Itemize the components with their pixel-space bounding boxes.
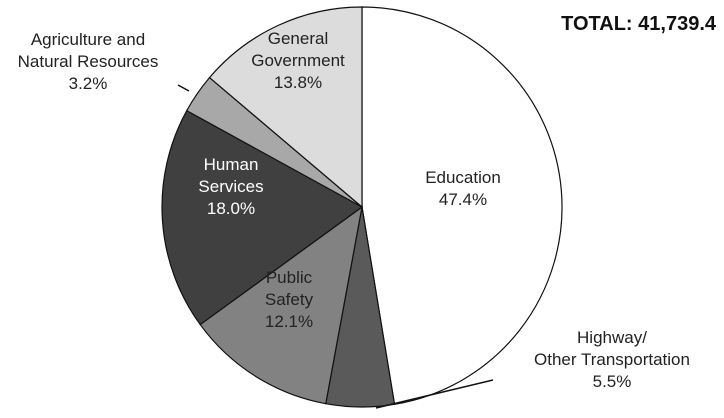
pie-slices (161, 6, 563, 408)
slice-label-education: Education 47.4% (425, 168, 501, 209)
slice-label-public-safety: Public Safety 12.1% (265, 268, 314, 331)
slice-labels: Education 47.4% Highway/Other Transportati… (18, 29, 690, 391)
leader-line-agriculture-and-natural-resources (177, 84, 190, 92)
slice-label-highway-other-transportation: Highway/Other Transportation 5.5% (534, 328, 690, 391)
leader-line-highway-other-transportation (375, 379, 494, 409)
slice-label-human-services: Human Services 18.0% (198, 155, 263, 218)
pie-slice-human-services (161, 109, 364, 326)
pie-slice-general-government (208, 6, 363, 209)
pie-slice-education (361, 6, 563, 406)
leader-lines (177, 84, 494, 409)
pie-slice-public-safety (199, 205, 363, 405)
chart-total: TOTAL: 41,739.4 (561, 13, 717, 35)
slice-label-agriculture-and-natural-resources: Agriculture and Natural Resources 3.2% (18, 30, 159, 93)
slice-label-general-government: General Government 13.8% (251, 29, 345, 92)
